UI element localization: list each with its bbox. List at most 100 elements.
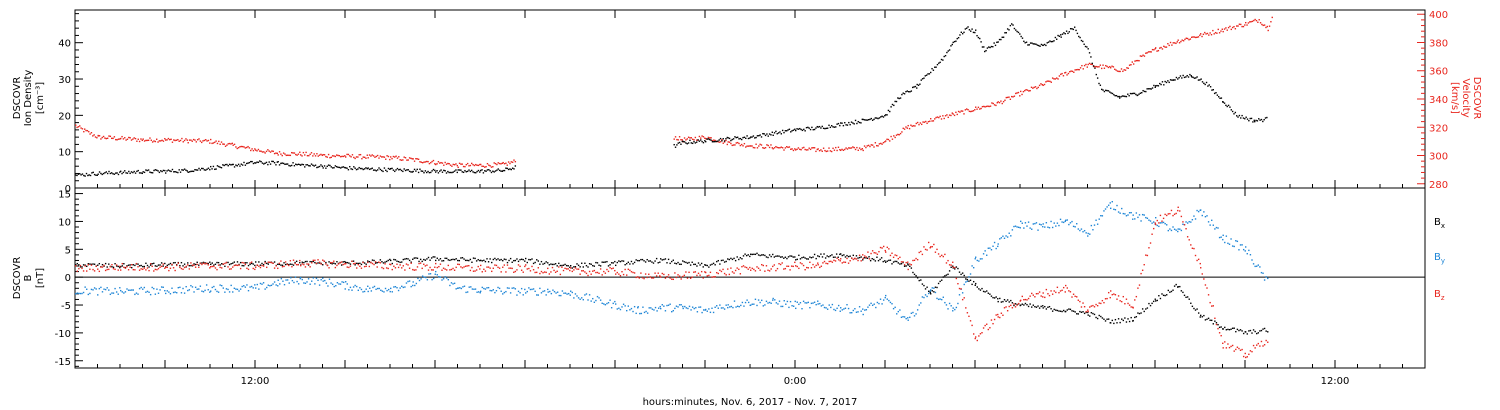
- bx-point: [236, 261, 239, 263]
- bx-point: [162, 265, 164, 267]
- bz-point: [1209, 301, 1211, 304]
- bz-point: [993, 318, 996, 321]
- velocity-point: [394, 156, 396, 158]
- bx-point: [359, 262, 361, 265]
- bx-point: [972, 280, 975, 283]
- bx-point: [909, 265, 911, 268]
- bx-point: [764, 254, 766, 257]
- bz-point: [1101, 299, 1104, 302]
- velocity-point: [1154, 48, 1156, 50]
- density-point: [1225, 104, 1227, 107]
- bx-point: [876, 256, 878, 258]
- velocity-point: [760, 144, 763, 146]
- bz-point: [489, 267, 491, 269]
- velocity-point: [955, 111, 957, 114]
- density-point: [147, 169, 150, 171]
- bz-point: [543, 271, 546, 273]
- density-point: [1103, 90, 1106, 93]
- bz-point: [689, 277, 692, 279]
- by-point: [910, 312, 913, 314]
- by-point: [82, 291, 85, 294]
- bx-point: [937, 282, 940, 285]
- by-point: [285, 279, 287, 281]
- by-point: [902, 315, 904, 318]
- bx-point: [127, 264, 130, 266]
- bz-point: [787, 265, 790, 267]
- bz-point: [978, 335, 980, 337]
- bx-point: [593, 265, 596, 267]
- density-point: [1082, 40, 1084, 43]
- velocity-point: [972, 110, 975, 112]
- bx-point: [627, 261, 629, 263]
- bz-point: [508, 267, 510, 269]
- density-point: [1248, 119, 1250, 122]
- density-point: [220, 167, 223, 169]
- bz-point: [738, 268, 740, 271]
- density-point: [923, 77, 925, 79]
- bx-point: [1242, 332, 1245, 335]
- velocity-point: [129, 137, 131, 139]
- by-point: [999, 238, 1001, 240]
- by-point: [219, 284, 221, 286]
- density-point: [1046, 42, 1048, 44]
- bz-point: [1047, 293, 1049, 295]
- bz-point: [393, 265, 395, 267]
- velocity-point: [779, 147, 781, 149]
- by-point: [852, 309, 854, 312]
- bx-point: [495, 259, 498, 261]
- velocity-point: [773, 147, 776, 149]
- x-tick-label: 0:00: [784, 376, 806, 387]
- bx-point: [1257, 332, 1259, 334]
- velocity-point: [925, 120, 927, 123]
- bz-point: [945, 262, 948, 264]
- by-point: [635, 312, 637, 315]
- velocity-point: [1050, 81, 1052, 83]
- velocity-point: [800, 149, 802, 151]
- bx-point: [261, 262, 263, 265]
- bz-point: [618, 273, 620, 275]
- velocity-point: [273, 152, 276, 155]
- density-point: [749, 137, 751, 139]
- density-point: [1249, 117, 1251, 120]
- by-point: [1134, 218, 1136, 220]
- by-point: [825, 307, 827, 309]
- bx-point: [1005, 300, 1007, 303]
- velocity-point: [247, 145, 249, 148]
- velocity-point: [1009, 98, 1012, 100]
- bx-point: [520, 258, 523, 260]
- velocity-point: [1110, 67, 1112, 69]
- density-point: [1106, 89, 1108, 92]
- bx-point: [966, 278, 969, 281]
- bx-point: [633, 261, 636, 264]
- by-point: [828, 304, 830, 306]
- by-point: [95, 288, 97, 290]
- bz-point: [460, 266, 462, 268]
- by-point: [1044, 226, 1046, 228]
- by-point: [1068, 223, 1070, 226]
- bz-point: [1031, 292, 1033, 295]
- bx-point: [479, 259, 481, 262]
- density-point: [895, 100, 898, 103]
- bz-point: [138, 269, 141, 271]
- bx-point: [106, 266, 108, 268]
- density-point: [75, 174, 77, 176]
- bz-point: [960, 288, 962, 290]
- by-point: [233, 287, 236, 290]
- bz-point: [466, 265, 468, 267]
- bx-point: [524, 260, 526, 262]
- by-point: [666, 304, 668, 307]
- density-point: [1193, 77, 1196, 79]
- bz-point: [517, 264, 520, 266]
- bz-point: [486, 266, 488, 268]
- by-point: [753, 303, 755, 305]
- bz-point: [1096, 305, 1099, 307]
- by-point: [1228, 243, 1231, 245]
- top-right-tick-label: 400: [1429, 10, 1448, 21]
- bx-point: [637, 259, 639, 262]
- velocity-point: [889, 140, 891, 142]
- by-point: [849, 312, 851, 314]
- density-point: [89, 174, 92, 177]
- bz-point: [609, 267, 611, 269]
- velocity-point: [772, 148, 774, 150]
